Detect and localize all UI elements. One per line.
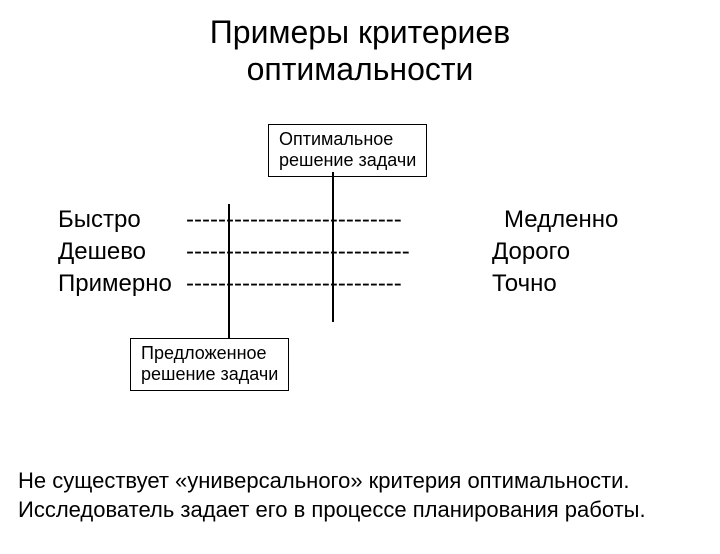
scale-dashes: --------------------------- <box>186 270 402 298</box>
criteria-diagram: Оптимальное решение задачи Быстро ------… <box>0 124 720 424</box>
scale-right-label: Точно <box>492 270 557 298</box>
optimal-box-line1: Оптимальное <box>279 129 393 149</box>
optimal-box-line2: решение задачи <box>279 150 416 170</box>
footer-line-2: Исследователь задает его в процессе план… <box>18 497 646 522</box>
footer-text: Не существует «универсального» критерия … <box>18 467 702 524</box>
proposed-box-line2: решение задачи <box>141 364 278 384</box>
scale-dashes: --------------------------- <box>186 206 402 234</box>
scale-right-label: Дорого <box>492 238 570 266</box>
scale-dashes: ---------------------------- <box>186 238 410 266</box>
scale-left-label: Примерно <box>58 270 172 298</box>
title-line-2: оптимальности <box>247 51 474 87</box>
scale-left-label: Быстро <box>58 206 141 234</box>
proposed-solution-box: Предложенное решение задачи <box>130 338 289 391</box>
proposed-box-line1: Предложенное <box>141 343 267 363</box>
slide-title: Примеры критериев оптимальности <box>0 14 720 88</box>
optimal-solution-box: Оптимальное решение задачи <box>268 124 427 177</box>
footer-line-1: Не существует «универсального» критерия … <box>18 468 629 493</box>
title-line-1: Примеры критериев <box>210 14 510 50</box>
scale-right-label: Медленно <box>504 206 618 234</box>
scale-left-label: Дешево <box>58 238 146 266</box>
